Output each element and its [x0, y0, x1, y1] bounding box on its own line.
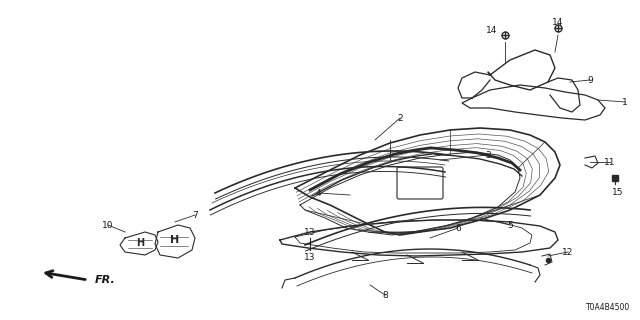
Text: 3: 3 [485, 150, 491, 159]
Text: 14: 14 [552, 18, 564, 27]
Text: 4: 4 [315, 188, 321, 197]
Text: FR.: FR. [95, 275, 116, 285]
Text: 2: 2 [397, 114, 403, 123]
Text: 5: 5 [507, 220, 513, 229]
Text: 12: 12 [563, 247, 573, 257]
Text: 8: 8 [382, 291, 388, 300]
Text: T0A4B4500: T0A4B4500 [586, 303, 630, 312]
Text: H: H [136, 238, 144, 248]
Text: 14: 14 [486, 26, 498, 35]
Text: 13: 13 [304, 228, 316, 236]
Text: 11: 11 [604, 157, 616, 166]
Text: 6: 6 [455, 223, 461, 233]
Text: 10: 10 [102, 220, 114, 229]
Text: 9: 9 [587, 76, 593, 84]
Text: H: H [170, 235, 180, 245]
Text: 1: 1 [622, 98, 628, 107]
Text: 7: 7 [192, 211, 198, 220]
Text: 15: 15 [612, 188, 624, 196]
Text: 13: 13 [304, 253, 316, 262]
